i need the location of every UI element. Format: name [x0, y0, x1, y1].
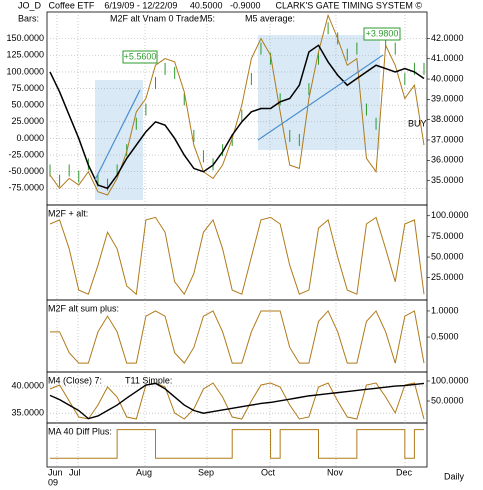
y-tick-label: 100.0000 — [6, 66, 44, 76]
legend-label: M2F + alt: — [48, 208, 88, 218]
y2-tick-label: 100.0000 — [431, 210, 469, 220]
panel-frame — [46, 422, 428, 468]
y-tick-label: 35.0000 — [11, 408, 44, 418]
trade-box — [258, 35, 380, 150]
y2-tick-label: 39.0000 — [431, 94, 464, 104]
x-tick-label: Oct — [261, 467, 276, 477]
legend-label: M2F alt sum plus: — [48, 303, 119, 313]
annotation-box — [122, 50, 158, 64]
y2-tick-label: 1.0000 — [431, 305, 459, 315]
legend-label: M5 average: — [245, 13, 295, 23]
x-tick-label: Dec — [396, 467, 413, 477]
y2-tick-label: 36.0000 — [431, 155, 464, 165]
x-tick-label: Aug — [136, 467, 152, 477]
x-sub-label: 09 — [48, 477, 58, 487]
y-tick-label: 40.0000 — [11, 380, 44, 390]
y2-tick-label: 100.0000 — [431, 375, 469, 385]
y2-tick-label: 42.0000 — [431, 33, 464, 43]
chart-title: JO_D Coffee ETF 6/19/09 - 12/22/09 40.50… — [18, 0, 422, 10]
y2-tick-label: 37.0000 — [431, 134, 464, 144]
annotation: +3.9800 — [366, 28, 399, 38]
y2-tick-label: 25.0000 — [431, 272, 464, 282]
y2-tick-label: 0.5000 — [431, 331, 459, 341]
y-tick-label: 75.0000 — [11, 83, 44, 93]
series-line — [50, 429, 424, 459]
y-tick-label: 50.0000 — [11, 100, 44, 110]
y2-tick-label: 40.0000 — [431, 73, 464, 83]
annotation-box — [363, 27, 401, 41]
y2-tick-label: 50.0000 — [431, 395, 464, 405]
series-line — [50, 310, 425, 364]
trade-line — [257, 54, 384, 141]
y-tick-label: 150.0000 — [6, 33, 44, 43]
x-tick-label: Nov — [327, 467, 344, 477]
series-line — [49, 13, 425, 196]
y2-tick-label: 38.0000 — [431, 114, 464, 124]
y2-tick-label: 35.0000 — [431, 175, 464, 185]
y2-tick-label: 50.0000 — [431, 251, 464, 261]
annotation: BUY — [408, 118, 427, 128]
y-tick-label: -50.0000 — [8, 166, 44, 176]
y2-tick-label: 41.0000 — [431, 53, 464, 63]
y-tick-label: -25.0000 — [8, 149, 44, 159]
y2-tick-label: 75.0000 — [431, 231, 464, 241]
x-tick-label: Jun — [48, 467, 63, 477]
annotation: +5.5600 — [124, 51, 157, 61]
legend-label: M5: — [200, 13, 215, 23]
x-tick-label: Sep — [198, 467, 214, 477]
series-line — [49, 216, 425, 296]
legend-label: Bars: — [18, 13, 39, 23]
legend-label: T11 Simple: — [125, 375, 172, 385]
series-line — [49, 382, 425, 420]
trade-line — [94, 89, 141, 181]
series-line — [49, 44, 425, 190]
series-line — [49, 382, 425, 420]
y-tick-label: 125.0000 — [6, 50, 44, 60]
legend-label: M2F alt Vnam 0 Trade: — [110, 13, 202, 23]
legend-label: MA 40 Diff Plus: — [48, 426, 112, 436]
y-tick-label: 25.0000 — [11, 116, 44, 126]
period-label: Daily — [444, 471, 465, 481]
x-tick-label: Jul — [69, 467, 81, 477]
y-tick-label: 0.0000 — [16, 133, 44, 143]
legend-label: M4 (Close) 7: — [48, 375, 102, 385]
y-tick-label: -75.0000 — [8, 183, 44, 193]
